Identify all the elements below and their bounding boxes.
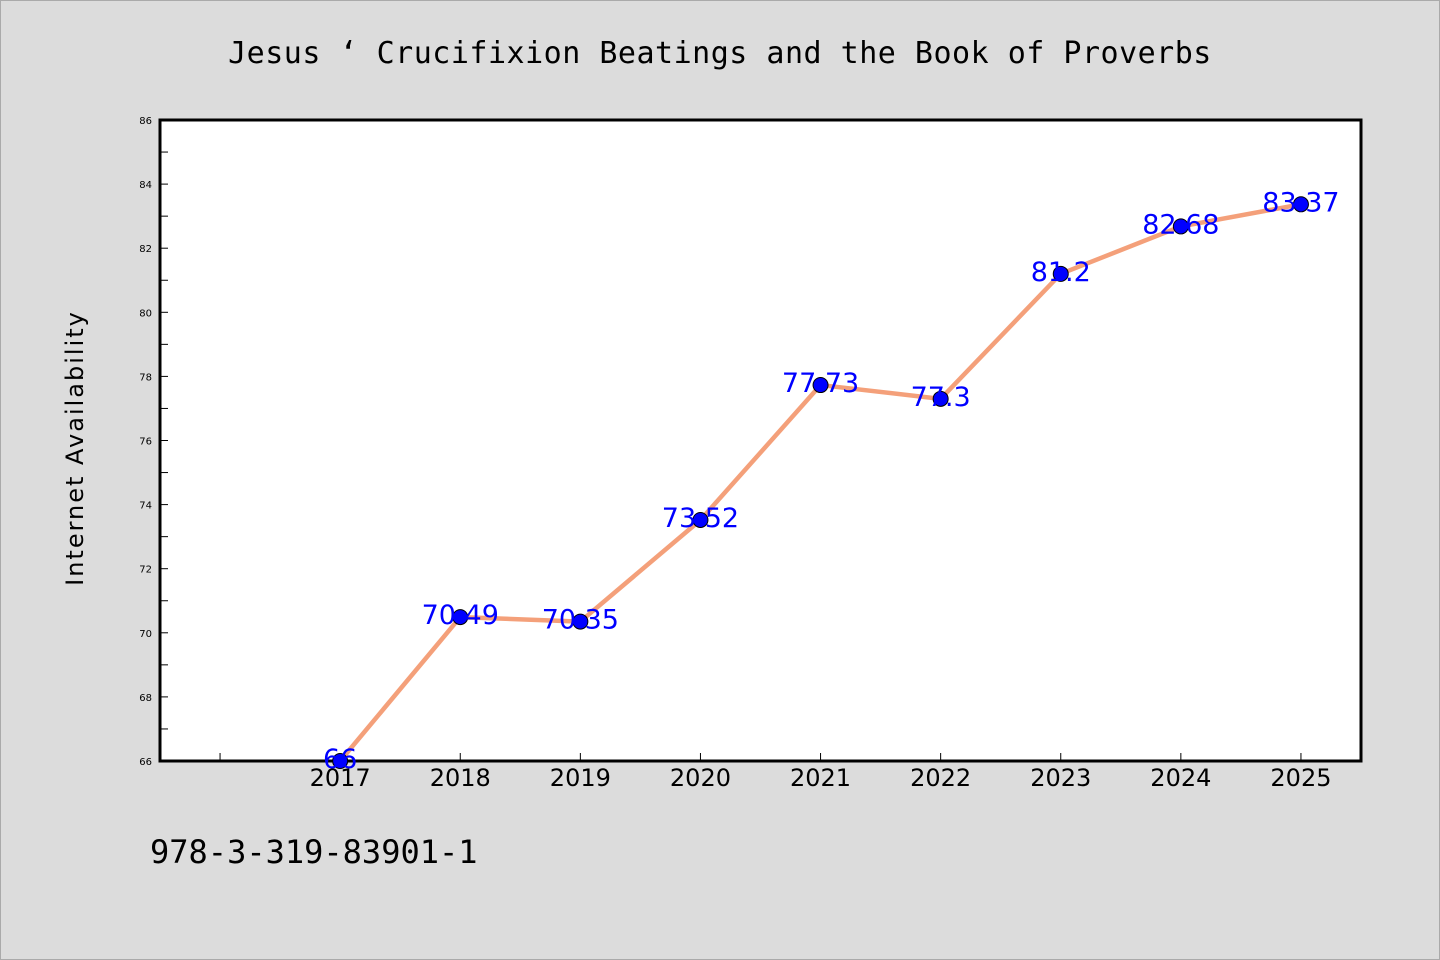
chart-title: Jesus ‘ Crucifixion Beatings and the Boo…: [228, 36, 1212, 71]
data-point: [692, 511, 709, 528]
y-tick-label: 76: [139, 437, 152, 448]
y-tick-label: 78: [139, 372, 152, 383]
x-tick-label: 2020: [670, 764, 731, 792]
x-tick-label: 2022: [910, 764, 971, 792]
data-point: [932, 390, 949, 407]
y-tick-label: 84: [139, 180, 152, 191]
y-tick-label: 70: [139, 629, 152, 640]
data-point: [572, 613, 589, 630]
x-tick-label: 2018: [430, 764, 491, 792]
series-group: 66 70.49 70.35 73.52 77.73 77.3 81.2 82.68 83.37: [323, 187, 1340, 775]
data-label: 77.3: [911, 382, 971, 413]
data-label: 70.35: [542, 605, 619, 636]
y-tick-label: 66: [139, 757, 152, 768]
data-point: [1052, 265, 1069, 282]
data-point: [1292, 196, 1309, 213]
x-tick-label: 2019: [550, 764, 611, 792]
data-label: 73.52: [662, 503, 739, 534]
x-tick-label: 2025: [1270, 764, 1331, 792]
x-tick-label: 2024: [1150, 764, 1211, 792]
data-label: 83.37: [1262, 187, 1339, 218]
y-tick-label: 74: [139, 501, 152, 512]
x-tick-label: 2023: [1030, 764, 1091, 792]
data-point: [812, 377, 829, 394]
isbn-footer: 978-3-319-83901-1: [150, 833, 478, 871]
x-axis-ticks: 2017 2018 2019 2020 2021 2022 2023 2024 2025: [219, 753, 1331, 792]
data-label: 66: [323, 744, 357, 775]
x-tick-label: 2021: [790, 764, 851, 792]
data-point: [452, 609, 469, 626]
plot-area: [158, 118, 1363, 763]
data-label: 82.68: [1142, 209, 1219, 240]
data-point: [332, 753, 349, 769]
y-tick-label: 82: [139, 244, 152, 255]
data-label: 70.49: [422, 600, 499, 631]
y-tick-label: 86: [139, 116, 152, 127]
data-label: 81.2: [1031, 257, 1091, 288]
y-axis-ticks: 66 68 70 72 74 76 78 80 82 84 86: [139, 116, 168, 768]
y-tick-label: 72: [139, 565, 152, 576]
data-label: 77.73: [782, 368, 859, 399]
data-point: [1172, 218, 1189, 235]
y-tick-label: 80: [139, 308, 152, 319]
y-tick-label: 68: [139, 693, 152, 704]
